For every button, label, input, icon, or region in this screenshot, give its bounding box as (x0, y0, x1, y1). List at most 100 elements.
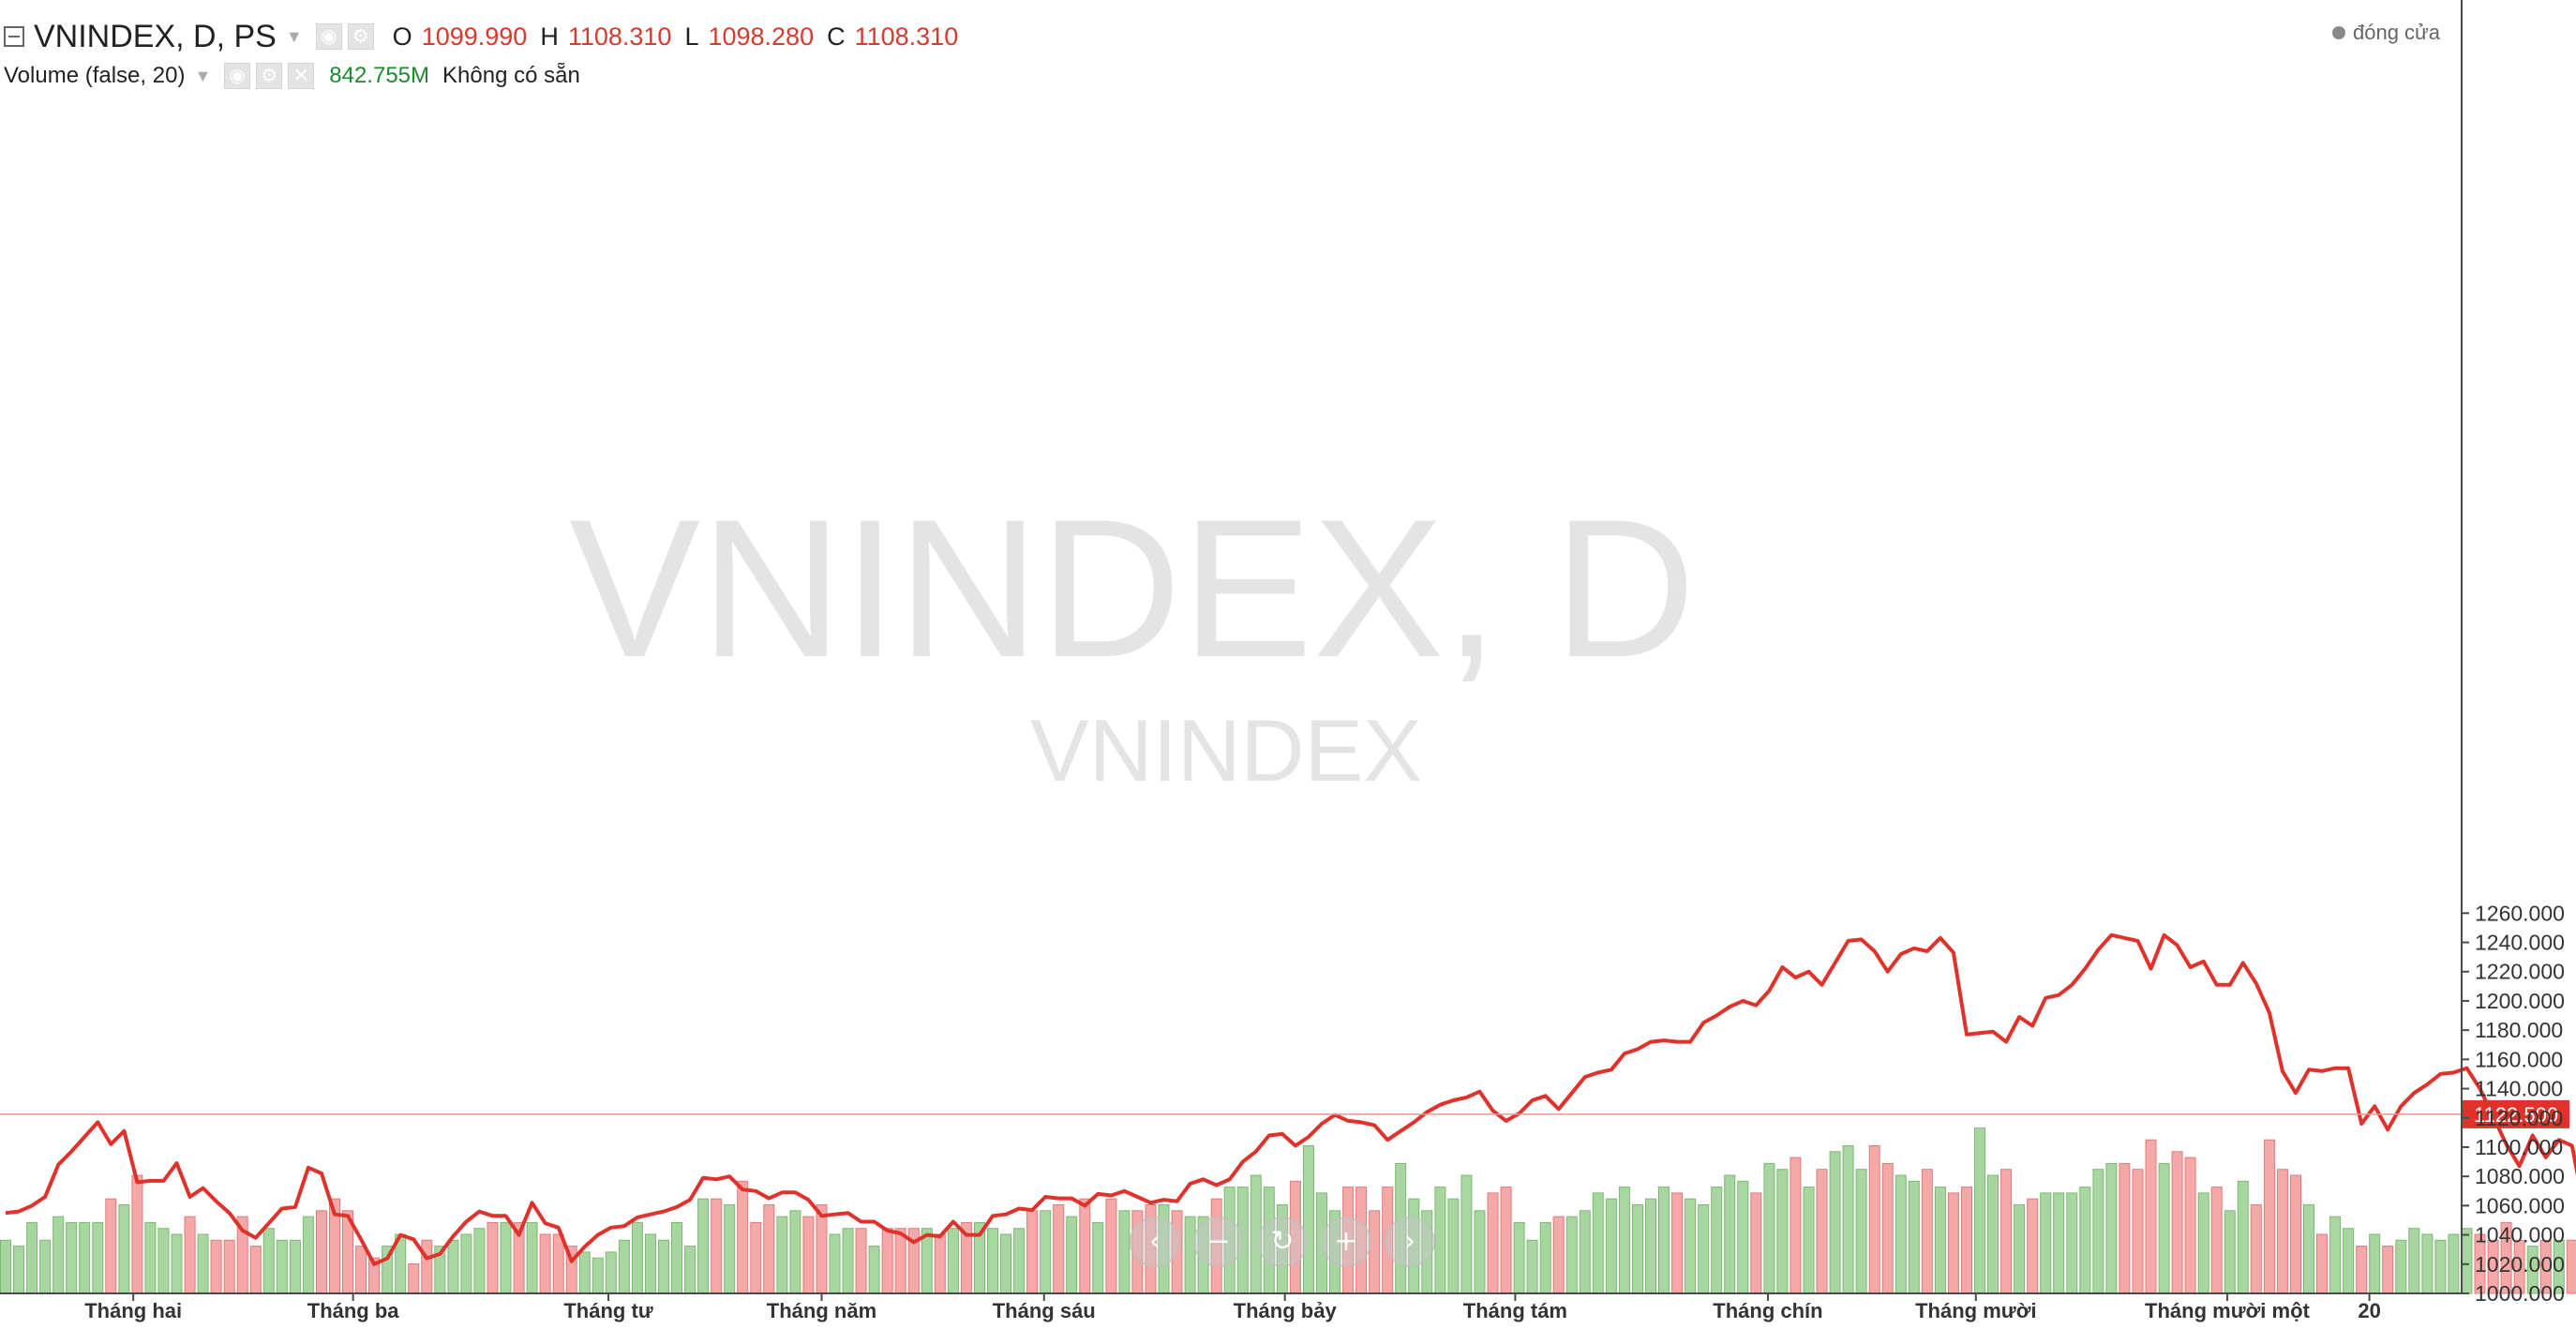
volume-bar (408, 1263, 420, 1294)
volume-bar (1895, 1174, 1907, 1294)
time-axis[interactable]: Tháng hai Tháng ba Tháng tư Tháng năm Tháng … (0, 1292, 2462, 1322)
volume-bar (316, 1210, 327, 1294)
volume-title[interactable]: Volume (false, 20) (4, 63, 186, 88)
zoom-out-button[interactable]: − (1193, 1217, 1244, 1267)
time-tick-label: Tháng ba (307, 1299, 400, 1322)
eye-icon[interactable]: ◉ (315, 23, 342, 50)
close-icon[interactable]: ✕ (288, 63, 315, 89)
volume-bar (1552, 1216, 1565, 1294)
volume-bar (1881, 1162, 1894, 1294)
volume-bar (39, 1239, 52, 1294)
price-tick-label: 1260.000 (2475, 901, 2565, 925)
volume-bar (1092, 1221, 1104, 1294)
volume-bar (2356, 1246, 2368, 1294)
volume-bar (2092, 1169, 2104, 1294)
reset-button[interactable]: ↻ (1257, 1217, 1308, 1267)
volume-bar (2119, 1162, 2131, 1294)
volume-bar (2263, 1139, 2275, 1294)
volume-bar (526, 1221, 538, 1294)
volume-bar (1974, 1127, 1985, 1294)
gear-icon[interactable]: ⚙ (256, 63, 283, 89)
zoom-in-button[interactable]: + (1321, 1217, 1371, 1267)
volume-bar (987, 1228, 998, 1294)
volume-bar (947, 1228, 959, 1294)
volume-bar (421, 1239, 433, 1294)
time-tick-label: Tháng năm (767, 1299, 876, 1322)
volume-bar (2434, 1239, 2447, 1294)
volume-bar (249, 1246, 262, 1294)
volume-bar (1987, 1174, 1999, 1294)
volume-bar (592, 1257, 604, 1294)
volume-bar (1526, 1239, 1538, 1294)
volume-bar (1460, 1174, 1473, 1294)
watermark: VNINDEX, D VNINDEX (569, 478, 1696, 799)
volume-bar (763, 1204, 775, 1294)
volume-bar (552, 1233, 564, 1294)
chevron-down-icon[interactable]: ▼ (285, 26, 303, 46)
volume-bar (1303, 1145, 1314, 1294)
status-dot-icon (2332, 26, 2345, 39)
price-tick-label: 1200.000 (2475, 989, 2565, 1013)
volume-bar (2448, 1233, 2460, 1294)
price-tick-label: 1160.000 (2475, 1047, 2563, 1071)
volume-bar (1724, 1174, 1736, 1294)
volume-bar (210, 1239, 222, 1294)
volume-bar (684, 1246, 696, 1294)
volume-bar (1921, 1169, 1933, 1294)
volume-bar (1645, 1198, 1656, 1294)
volume-bar (697, 1198, 710, 1294)
volume-bar (645, 1233, 656, 1294)
price-tick-label: 1140.000 (2475, 1077, 2563, 1101)
volume-bar (1565, 1216, 1578, 1294)
volume-bar (934, 1233, 946, 1294)
ohlc-low-label: L (684, 22, 699, 51)
time-tick-label: Tháng chín (1713, 1299, 1822, 1322)
chevron-down-icon[interactable]: ▼ (194, 66, 212, 85)
volume-bar (1685, 1198, 1697, 1294)
price-axis[interactable]: 1000.000 1020.000 1040.000 1060.000 1080.000… (2461, 0, 2565, 1306)
volume-bar (1040, 1210, 1052, 1294)
volume-bar (1447, 1198, 1460, 1294)
volume-bar (447, 1239, 459, 1294)
volume-bar (1829, 1151, 1841, 1294)
volume-bar (1750, 1192, 1762, 1294)
volume-bar (802, 1216, 815, 1294)
time-tick-label: Tháng sáu (993, 1299, 1096, 1322)
volume-bar (1487, 1192, 1499, 1294)
volume-bar (1105, 1198, 1117, 1294)
time-tick-label: Tháng tư (563, 1299, 652, 1322)
volume-value: 842.755M (329, 63, 430, 88)
volume-bar (2053, 1192, 2065, 1294)
scroll-right-button[interactable]: › (1385, 1217, 1435, 1267)
ohlc-open-value: 1099.990 (421, 22, 528, 51)
volume-bar (842, 1228, 854, 1294)
volume-bar (1790, 1157, 1802, 1294)
price-tick-label: 1080.000 (2475, 1164, 2565, 1188)
watermark-main: VNINDEX, D (569, 478, 1696, 698)
volume-bar (1053, 1204, 1065, 1294)
volume-bar (1184, 1216, 1196, 1294)
gear-icon[interactable]: ⚙ (347, 23, 374, 50)
ohlc-close-value: 1108.310 (854, 22, 959, 51)
volume-bar (131, 1174, 143, 1294)
volume-bar (2526, 1246, 2539, 1294)
volume-bar (829, 1233, 841, 1294)
last-price-badge (2463, 1099, 2569, 1128)
eye-icon[interactable]: ◉ (224, 63, 251, 89)
volume-bar (1776, 1169, 1789, 1294)
volume-bar (105, 1198, 117, 1294)
volume-bar (2027, 1198, 2039, 1294)
volume-bar (487, 1221, 499, 1294)
ohlc-high-label: H (540, 22, 559, 51)
volume-bar (868, 1246, 880, 1294)
symbol-title[interactable]: VNINDEX, D, PS (34, 18, 277, 54)
volume-bar (1026, 1210, 1039, 1294)
volume-bar (894, 1228, 906, 1294)
volume-bar (2329, 1216, 2342, 1294)
volume-bar (2197, 1192, 2209, 1294)
collapse-toggle-icon[interactable] (4, 26, 24, 47)
volume-bar (658, 1239, 669, 1294)
scroll-left-button[interactable]: ‹ (1130, 1217, 1180, 1267)
volume-bar (2105, 1162, 2118, 1294)
